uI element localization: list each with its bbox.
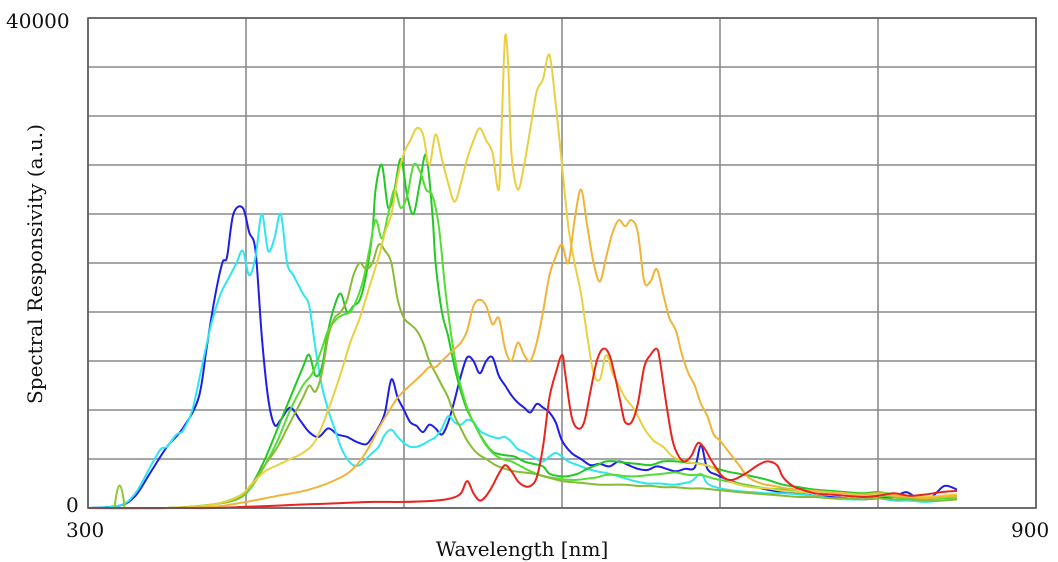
series-line-6 <box>87 33 958 510</box>
grid <box>87 17 1037 509</box>
series-line-1 <box>87 205 958 509</box>
plot-frame <box>87 17 1037 509</box>
series-line-3 <box>87 153 958 510</box>
x-tick-max: 900 <box>1011 518 1049 542</box>
artifact-peak <box>113 484 126 509</box>
x-axis-label: Wavelength [nm] <box>436 537 609 561</box>
series-lines <box>87 33 958 510</box>
series-line-4 <box>87 162 958 510</box>
y-axis-label: Spectral Responsivity (a.u.) <box>23 124 47 404</box>
y-tick-min: 0 <box>66 493 79 517</box>
plot-border <box>87 17 1037 509</box>
y-tick-max: 40000 <box>6 9 70 33</box>
x-tick-min: 300 <box>66 518 104 542</box>
series-line-8 <box>88 347 958 510</box>
series-line-2 <box>87 212 958 509</box>
series-line-5 <box>87 243 958 510</box>
series-line-7 <box>87 188 958 510</box>
